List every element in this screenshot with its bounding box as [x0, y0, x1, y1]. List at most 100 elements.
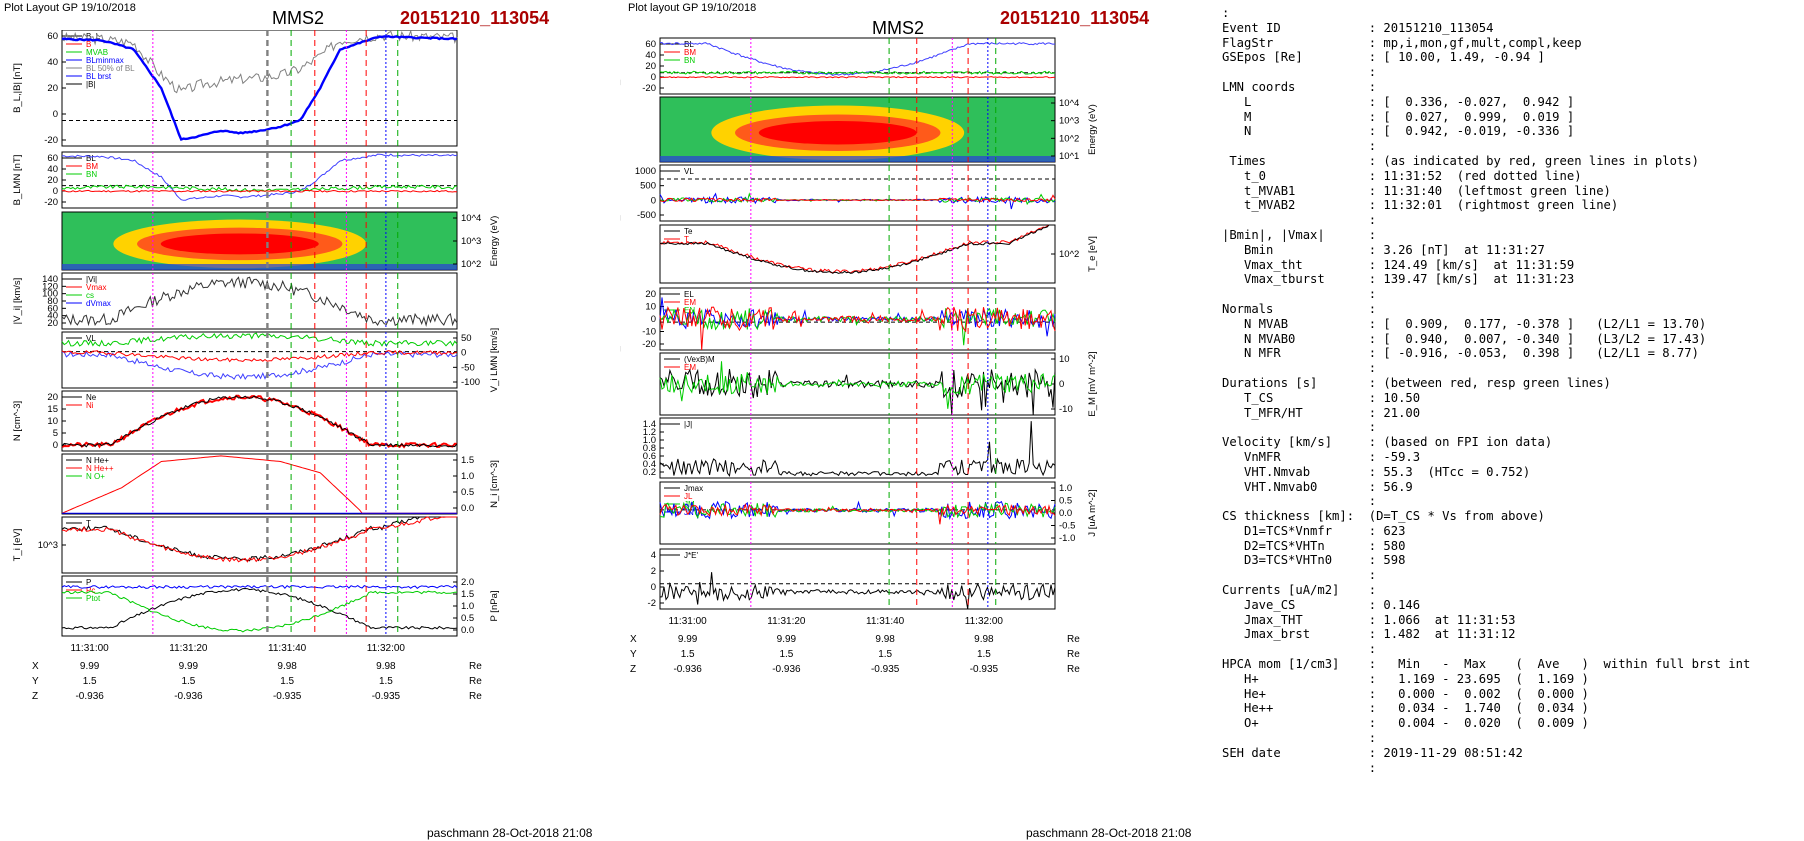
- y-tick-label: 2.0: [461, 577, 474, 588]
- y-tick-label: 0.4: [643, 459, 656, 470]
- y-tick-label: -10: [642, 327, 656, 338]
- legend-entry: BN: [86, 170, 97, 179]
- panel-frame: [61, 331, 458, 389]
- ephem-unit: Re: [469, 676, 482, 687]
- time-tick-label: 11:31:20: [169, 643, 208, 654]
- summary-line: M : [ 0.027, 0.999, 0.019 ]: [1222, 109, 1575, 124]
- panel-frame: [659, 164, 1056, 222]
- right-event-title: 20151210_113054: [1000, 8, 1150, 28]
- legend-entry: EM: [684, 363, 696, 372]
- legend-entry: BM: [86, 162, 98, 171]
- summary-line: :: [1222, 731, 1377, 746]
- summary-line: t_MVAB1 : 11:31:40 (leftmost green line): [1222, 183, 1611, 198]
- ephem-label: X: [630, 634, 637, 645]
- legend-entry: BN: [684, 56, 695, 65]
- summary-line: VHT.Nmvab0 : 56.9: [1222, 479, 1413, 494]
- summary-line: :: [1222, 361, 1377, 376]
- spectrogram-low: [62, 264, 457, 270]
- y-tick-label: 10^2: [461, 259, 481, 270]
- ephem-value: 1.5: [181, 676, 195, 687]
- y-tick-label: 60: [47, 31, 58, 42]
- summary-line: He++ : 0.034 - 1.740 ( 0.034 ): [1222, 701, 1589, 716]
- summary-line: :: [1222, 6, 1230, 20]
- spectrogram-low: [660, 156, 1055, 162]
- series-line: [61, 395, 458, 448]
- summary-line: t_MVAB2 : 11:32:01 (rightmost green line…: [1222, 198, 1619, 213]
- series-line: [659, 500, 1056, 520]
- panel-frame: [61, 453, 458, 515]
- legend-entry: VL: [684, 167, 694, 176]
- summary-line: T_CS : 10.50: [1222, 390, 1421, 405]
- ephem-value: 1.5: [379, 676, 393, 687]
- summary-line: Jmax_brst : 1.482 at 11:31:12: [1222, 627, 1516, 642]
- y-tick-label: 0: [651, 195, 656, 206]
- legend-entry: |J|: [684, 420, 692, 429]
- right-panel-6: 10 0 -10 E_M [mV m^-2] (VexB)MEM: [659, 351, 1098, 417]
- right-panel-7: 1.41.21.00.80.60.40.2 |J| [uA m^-2] |J|: [620, 417, 1056, 479]
- spectrogram-core: [160, 233, 319, 255]
- left-event-title: 20151210_113054: [400, 8, 550, 28]
- y-tick-label: 10^1: [1059, 151, 1079, 162]
- summary-line: t_0 : 11:31:52 (red dotted line): [1222, 168, 1582, 183]
- legend-entry: Vmax: [86, 283, 106, 292]
- ephem-value: 9.99: [80, 661, 100, 672]
- series-line: [61, 184, 457, 193]
- y-tick-label: 60: [47, 153, 58, 164]
- summary-line: :: [1222, 568, 1377, 583]
- series-line: [659, 361, 1056, 409]
- series-line: [659, 41, 1056, 76]
- ephem-value: 1.5: [779, 649, 793, 660]
- summary-line: D1=TCS*Vnmfr : 623: [1222, 523, 1406, 538]
- legend-entry: T: [86, 519, 91, 528]
- y-tick-label: 10: [645, 302, 656, 313]
- summary-line: SEH date : 2019-11-29 08:51:42: [1222, 745, 1523, 760]
- panel-frame: [61, 516, 458, 574]
- y-tick-label: 0: [53, 440, 58, 451]
- summary-line: Currents [uA/m2] :: [1222, 583, 1377, 598]
- time-tick-label: 11:31:40: [866, 616, 905, 627]
- y-axis-label: N [cm^-3]: [12, 401, 23, 441]
- y-tick-label: 60: [47, 303, 58, 314]
- summary-line: Jave_CS : 0.146: [1222, 597, 1421, 612]
- ephem-value: 9.99: [678, 634, 698, 645]
- y-tick-label: 10: [1059, 354, 1070, 365]
- series-line: [659, 421, 1056, 478]
- left-panel-3: 10^4 10^3 10^2 Energy (eV): [61, 211, 500, 271]
- series-line: [62, 516, 457, 563]
- y-tick-label: 1.5: [461, 589, 474, 600]
- time-tick-label: 11:31:20: [767, 616, 806, 627]
- legend-entry: JM: [684, 500, 695, 509]
- ephem-value: 1.5: [83, 676, 97, 687]
- series-line: [659, 194, 1056, 203]
- series-line: [659, 501, 1056, 519]
- panel-frame: [61, 151, 458, 209]
- legend-entry: cs: [86, 291, 94, 300]
- legend-entry: J*E': [684, 551, 698, 560]
- series-line: [659, 306, 1056, 351]
- y-tick-label: -1.0: [1059, 533, 1075, 544]
- ephem-unit: Re: [1067, 649, 1080, 660]
- panel-frame: [659, 37, 1056, 95]
- y-axis-label: P [nPa]: [489, 591, 500, 622]
- y-tick-label: 1.0: [461, 471, 474, 482]
- y-tick-label: 10: [47, 416, 58, 427]
- y-axis-label: N_i [cm^-3]: [489, 460, 500, 508]
- summary-line: Normals :: [1222, 301, 1377, 316]
- y-tick-label: 80: [47, 296, 58, 307]
- legend-entry: T: [684, 235, 689, 244]
- series-line: [659, 503, 1056, 525]
- panel-frame: [659, 548, 1056, 610]
- summary-line: :: [1222, 139, 1377, 154]
- y-tick-label: -10: [1059, 404, 1073, 415]
- y-tick-label: -20: [44, 197, 58, 208]
- y-tick-label: 10^4: [1059, 98, 1079, 109]
- y-tick-label: 1.0: [1059, 483, 1072, 494]
- summary-line: LMN coords :: [1222, 79, 1377, 94]
- series-line: [61, 349, 458, 363]
- summary-line: T_MFR/HT : 21.00: [1222, 405, 1421, 420]
- summary-line: N MVAB : [ 0.909, 0.177, -0.378 ] (L2/L1…: [1222, 316, 1707, 331]
- left-spacecraft-title: MMS2: [272, 8, 325, 28]
